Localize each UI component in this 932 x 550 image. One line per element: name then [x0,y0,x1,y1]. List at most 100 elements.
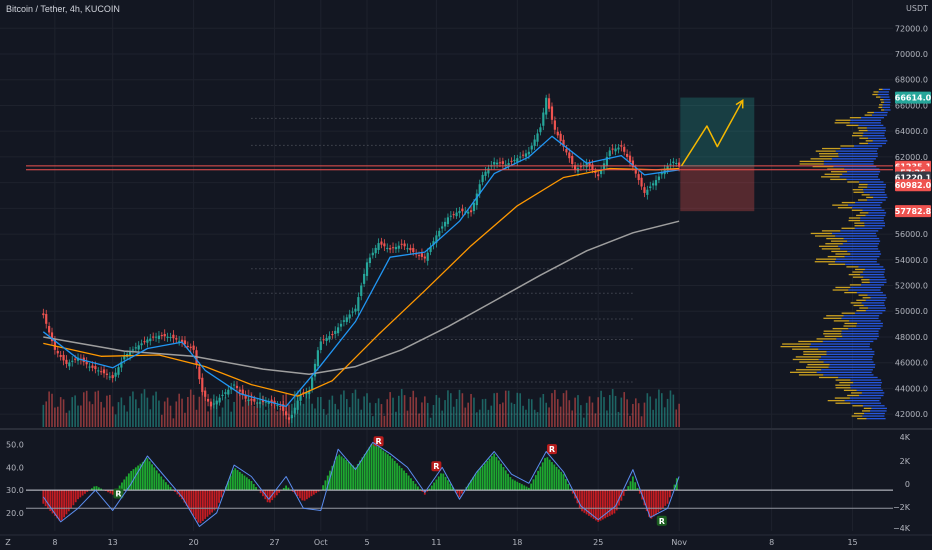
oscillator-bar [583,490,586,513]
chart-title: Bitcoin / Tether, 4h, KUCOIN [6,4,120,14]
oscillator-bar [366,450,368,491]
volume-profile-bar [827,255,845,258]
candle-body [91,365,94,368]
candle-body [443,221,447,227]
candle-body [270,400,273,403]
volume-profile-bar [814,235,836,237]
candle-body [342,320,345,322]
volume-profile-bar [859,142,869,145]
volume-profile-bar [826,315,844,317]
oscillator-bar [400,468,403,491]
volume-profile-bar [856,325,883,327]
volume-profile-bar [803,353,827,355]
price-badge-label: 60982.0 [895,181,932,190]
volume-bar [516,392,519,427]
volume-profile-bar [823,333,842,335]
volume-profile-bar [841,333,879,335]
oscillator-bar [60,490,63,521]
volume-profile-bar [854,222,865,224]
oscillator-bar [530,483,533,491]
oscillator-bar [516,481,519,491]
volume-profile-bar [827,168,845,170]
oscillator-bar [558,469,560,491]
oscillator-bar [638,490,641,494]
volume-profile-bar [861,392,885,394]
volume-profile-bar [850,302,862,304]
volume-bar [461,393,464,427]
oscillator-bar [185,490,188,506]
candle-body [649,186,652,189]
volume-bar [343,390,345,427]
candle-body [472,202,476,211]
oscillator-bar [384,452,387,491]
price-tick-label: 64000.0 [895,127,928,136]
volume-profile-bar [823,330,842,332]
candle-body [316,350,319,367]
oscillator-bar [636,487,639,491]
volume-bar [129,396,131,427]
oscillator-bar [373,443,375,491]
volume-profile-bar [816,371,872,373]
candle-body [507,163,510,167]
volume-profile-bar [850,379,882,381]
volume-profile-bar [851,392,862,394]
oscillator-bar [282,487,285,491]
candle-body [640,177,643,187]
volume-profile-bar [867,199,886,201]
volume-profile-bar [835,387,851,389]
volume-bar [62,399,65,427]
candle-body [556,131,559,136]
volume-profile-bar [795,356,821,358]
volume-bar [455,399,458,427]
volume-bar [213,394,215,427]
volume-bar [314,408,316,427]
volume-bar [478,409,481,427]
candle-body [293,407,296,414]
volume-profile-bar [812,165,834,168]
candle-body [175,338,178,340]
volume-bar [395,411,397,427]
volume-profile-bar [841,312,855,314]
volume-profile-bar [882,88,891,91]
oscillator-bar [292,490,294,492]
volume-profile-bar [832,289,849,291]
oscillator-bar [211,490,214,513]
volume-profile-bar [870,297,887,299]
oscillator-bar [551,462,553,491]
price-tick-label: 56000.0 [895,230,928,239]
divergence-marker-label: R [115,490,121,499]
divergence-marker [431,461,442,472]
candle-body [524,153,528,157]
volume-profile-bar [842,335,879,337]
oscillator-tick-label: 30.0 [6,486,24,495]
volume-profile-bar [819,155,839,157]
volume-profile-bar [807,363,830,366]
candle-body [100,371,103,373]
oscillator-bar [74,490,77,503]
candle-body [409,247,412,251]
candle-body [530,145,533,150]
oscillator-bar [521,484,523,491]
volume-bar [155,391,157,427]
volume-profile-bar [816,338,837,340]
volume-profile-bar [879,104,883,106]
volume-bar [496,392,498,427]
oscillator-bar [523,485,526,491]
volume-bar [204,395,206,427]
volume-profile-bar [856,309,866,312]
volume-bar [617,411,620,427]
oscillator-bar [125,476,128,491]
oscillator-bar [326,475,329,491]
volume-profile-bar [833,165,877,168]
volume-bar [634,398,637,427]
volume-bar [178,393,180,427]
oscillator-bar [58,490,61,521]
oscillator-bar [606,490,609,518]
candle-body [605,156,608,166]
candle-body [588,162,591,167]
divergence-marker [656,515,667,526]
volume-profile-bar [836,338,878,340]
oscillator-bar [479,468,482,491]
oscillator-bar [444,476,447,491]
